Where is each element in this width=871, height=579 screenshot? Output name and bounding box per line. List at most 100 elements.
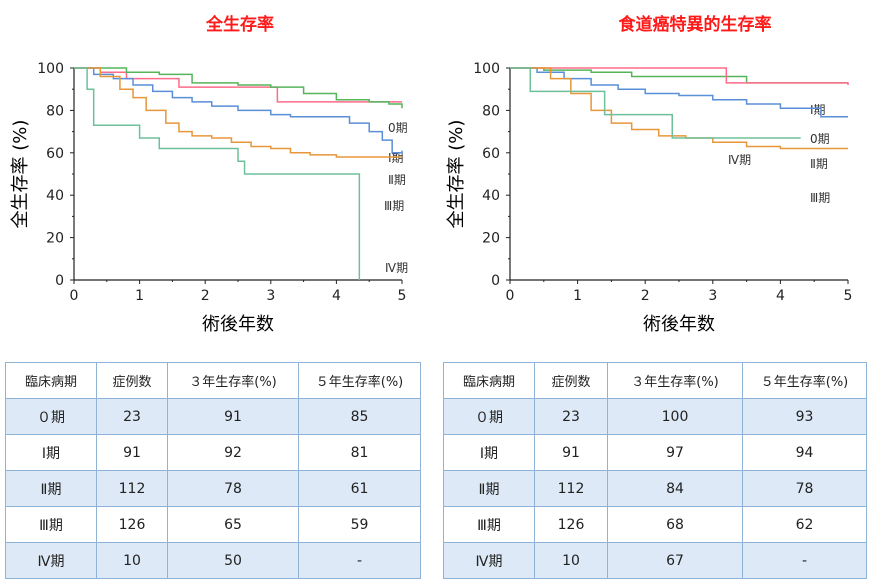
cell-5yr: 81 [298,434,421,471]
y-tick-label: 60 [46,146,64,162]
x-tick-label: 5 [844,288,853,304]
cell-5yr: 59 [298,506,421,543]
y-axis-label: 全生存率 (%) [446,120,467,229]
cell-3yr: 97 [607,434,743,471]
overall-survival-table: 臨床病期 症例数 ３年生存率(%) ５年生存率(%) ０期 23 91 85 Ⅰ… [5,362,421,579]
cell-3yr: 92 [167,434,299,471]
series-line-Ⅱ期 [510,67,848,118]
cell-cases: 126 [96,506,168,543]
y-tick-label: 80 [46,103,64,119]
cell-3yr: 65 [167,506,299,543]
x-tick-label: 1 [135,288,144,304]
cell-cases: 126 [534,506,608,543]
series-label: Ⅰ期 [388,151,404,165]
cell-3yr: 91 [167,398,299,435]
cell-3yr: 84 [607,470,743,507]
x-tick-label: 4 [776,288,785,304]
x-tick-label: 3 [266,288,275,304]
cell-stage: Ⅱ期 [443,470,535,507]
table-row: Ⅲ期 126 65 59 [5,506,421,543]
series-label: 0期 [388,121,408,135]
cell-3yr: 50 [167,542,299,579]
cell-cases: 10 [96,542,168,579]
header-5yr: ５年生存率(%) [742,362,867,399]
cell-cases: 112 [534,470,608,507]
x-tick-label: 4 [332,288,341,304]
cell-cases: 112 [96,470,168,507]
series-label: Ⅱ期 [388,173,406,187]
overall-survival-chart: 全生存率 (%) 術後年数 0 20 40 60 80 100 0 1 2 3 4 5 0期 Ⅰ期 Ⅱ期 Ⅲ期… [10,61,408,335]
series-label: Ⅳ期 [728,153,751,167]
cell-cases: 23 [534,398,608,435]
series-line-Ⅳ期 [510,67,801,139]
x-tick-label: 2 [641,288,650,304]
y-tick-label: 20 [46,231,64,247]
cell-cases: 10 [534,542,608,579]
series-line-Ⅱ期 [74,67,403,154]
header-5yr: ５年生存率(%) [298,362,421,399]
x-tick-label: 5 [398,288,407,304]
cancer-specific-survival-table: 臨床病期 症例数 ３年生存率(%) ５年生存率(%) ０期 23 100 93 … [443,362,867,579]
cell-3yr: 78 [167,470,299,507]
cell-stage: ０期 [443,398,535,435]
table-row: Ⅲ期 126 68 62 [443,506,867,543]
series-label: Ⅳ期 [385,261,408,275]
table-row: Ⅳ期 10 67 - [443,542,867,579]
series-label: Ⅱ期 [810,157,828,171]
y-axis-label: 全生存率 (%) [10,120,31,229]
series-label: 0期 [810,132,830,146]
cell-5yr: 93 [742,398,867,435]
header-cases: 症例数 [534,362,608,399]
y-tick-label: 40 [482,188,500,204]
cell-3yr: 100 [607,398,743,435]
cell-3yr: 67 [607,542,743,579]
cell-3yr: 68 [607,506,743,543]
cell-stage: ０期 [5,398,97,435]
y-tick-label: 40 [46,188,64,204]
series-line-Ⅰ期 [74,67,403,109]
x-axis-label: 術後年数 [643,314,715,335]
y-tick-label: 60 [482,146,500,162]
x-tick-label: 1 [573,288,582,304]
cell-5yr: - [298,542,421,579]
axes: 0 20 40 60 80 100 0 1 2 3 4 5 [37,61,406,304]
table-row: Ⅱ期 112 84 78 [443,470,867,507]
header-stage: 臨床病期 [443,362,535,399]
cell-stage: Ⅰ期 [5,434,97,471]
left-chart-title: 全生存率 [206,15,274,35]
cell-stage: Ⅲ期 [443,506,535,543]
x-tick-label: 0 [506,288,515,304]
x-tick-label: 2 [201,288,210,304]
header-3yr: ３年生存率(%) [607,362,743,399]
cell-5yr: - [742,542,867,579]
cancer-specific-survival-chart: 全生存率 (%) 術後年数 0 20 40 60 80 100 0 1 2 3 4 5 Ⅰ期 0期 Ⅱ期 Ⅲ期… [446,61,852,335]
table-row: ０期 23 100 93 [443,398,867,435]
y-tick-label: 100 [473,61,500,77]
series-label: Ⅲ期 [384,199,404,213]
y-tick-label: 0 [55,273,64,289]
table-row: ０期 23 91 85 [5,398,421,435]
cell-stage: Ⅲ期 [5,506,97,543]
cell-5yr: 85 [298,398,421,435]
header-stage: 臨床病期 [5,362,97,399]
y-tick-label: 20 [482,231,500,247]
cell-5yr: 62 [742,506,867,543]
series-label: Ⅲ期 [810,191,830,205]
x-axis-label: 術後年数 [202,314,274,335]
cell-5yr: 61 [298,470,421,507]
table-row: Ⅰ期 91 97 94 [443,434,867,471]
x-tick-label: 3 [708,288,717,304]
axes: 0 20 40 60 80 100 0 1 2 3 4 5 [473,61,852,304]
series-line-0期 [510,67,849,85]
series-line-Ⅲ期 [510,67,848,150]
cell-cases: 91 [534,434,608,471]
y-tick-label: 80 [482,103,500,119]
series-label: Ⅰ期 [810,103,826,117]
cell-stage: Ⅰ期 [443,434,535,471]
cell-cases: 23 [96,398,168,435]
series-line-Ⅲ期 [74,67,402,158]
series-line-Ⅳ期 [74,67,361,280]
y-tick-label: 100 [37,61,64,77]
header-3yr: ３年生存率(%) [167,362,299,399]
y-tick-label: 0 [491,273,500,289]
